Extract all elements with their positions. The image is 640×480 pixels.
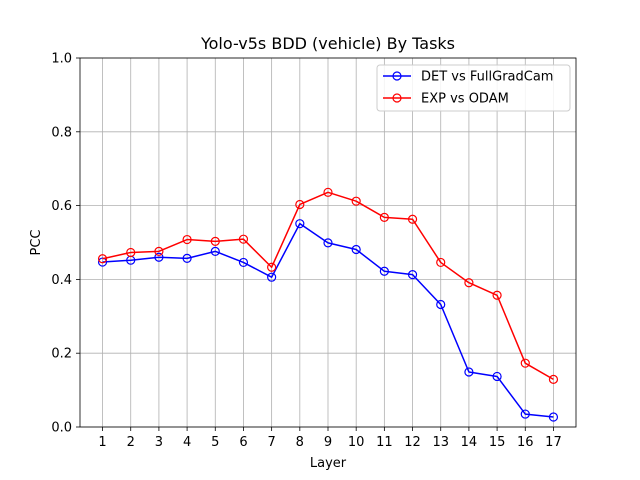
x-tick-label: 9 xyxy=(324,435,332,450)
data-point xyxy=(210,246,220,256)
series-2 xyxy=(97,187,559,384)
data-point xyxy=(464,278,474,288)
x-tick-label: 15 xyxy=(489,435,506,450)
data-point xyxy=(379,212,389,223)
legend-label: DET vs FullGradCam xyxy=(421,70,553,85)
data-point xyxy=(267,262,277,272)
y-tick-label: 0.4 xyxy=(51,273,72,288)
data-point xyxy=(520,358,530,368)
x-tick-label: 12 xyxy=(404,435,421,450)
x-tick-label: 16 xyxy=(517,435,534,450)
legend-label: EXP vs ODAM xyxy=(421,92,509,107)
data-point xyxy=(295,199,305,210)
x-tick-label: 1 xyxy=(98,435,106,450)
x-tick-label: 5 xyxy=(211,435,219,450)
data-point xyxy=(323,238,333,248)
legend-marker xyxy=(392,93,402,103)
x-tick-label: 3 xyxy=(155,435,163,450)
data-point xyxy=(97,254,108,264)
data-point xyxy=(548,412,559,422)
x-tick-label: 7 xyxy=(267,435,275,450)
data-point xyxy=(182,253,192,263)
x-tick-label: 8 xyxy=(296,435,304,450)
data-point xyxy=(295,219,305,229)
y-axis-ticks: 0.0 0.2 0.4 0.6 0.8 1.0 xyxy=(51,52,80,436)
x-axis-label: Layer xyxy=(310,456,347,471)
x-tick-label: 4 xyxy=(183,435,191,450)
series-line xyxy=(102,191,554,381)
data-point xyxy=(436,299,446,310)
legend: DET vs FullGradCam EXP vs ODAM xyxy=(376,64,571,112)
data-point xyxy=(238,257,249,268)
data-point xyxy=(492,371,502,382)
data-point xyxy=(548,374,559,384)
series-line xyxy=(102,222,554,418)
series-layer xyxy=(97,187,559,422)
data-point xyxy=(464,367,474,377)
legend-item: EXP vs ODAM xyxy=(383,92,509,107)
y-tick-label: 0.2 xyxy=(51,347,72,362)
data-point xyxy=(351,196,361,206)
y-tick-label: 0.8 xyxy=(51,125,72,140)
series-1 xyxy=(97,219,559,422)
data-point xyxy=(267,272,277,282)
data-point xyxy=(182,234,192,245)
x-tick-label: 6 xyxy=(239,435,247,450)
data-point xyxy=(323,187,333,197)
legend-box xyxy=(376,64,571,112)
x-tick-label: 11 xyxy=(376,435,393,450)
x-axis-ticks: 1 2 3 4 5 6 7 8 9 10 11 12 13 14 15 16 17 xyxy=(98,427,562,450)
chart-title: Yolo-v5s BDD (vehicle) By Tasks xyxy=(200,34,455,53)
data-point xyxy=(407,270,418,280)
data-point xyxy=(238,234,249,244)
x-tick-label: 14 xyxy=(461,435,478,450)
x-tick-label: 17 xyxy=(545,435,562,450)
data-point xyxy=(126,247,136,258)
data-point xyxy=(436,257,446,268)
x-tick-label: 10 xyxy=(348,435,365,450)
data-point xyxy=(520,409,530,419)
y-tick-label: 1.0 xyxy=(51,52,72,67)
legend-marker xyxy=(392,71,402,81)
data-point xyxy=(407,214,418,224)
x-tick-label: 2 xyxy=(127,435,135,450)
data-point xyxy=(379,266,389,276)
data-point xyxy=(210,236,220,246)
data-point xyxy=(154,252,164,262)
legend-item: DET vs FullGradCam xyxy=(383,70,553,85)
x-tick-label: 13 xyxy=(432,435,449,450)
data-point xyxy=(492,290,502,300)
y-tick-label: 0.0 xyxy=(51,421,72,436)
y-tick-label: 0.6 xyxy=(51,199,72,214)
y-axis-label: PCC xyxy=(29,230,44,256)
data-point xyxy=(351,244,361,255)
data-point xyxy=(154,246,164,256)
